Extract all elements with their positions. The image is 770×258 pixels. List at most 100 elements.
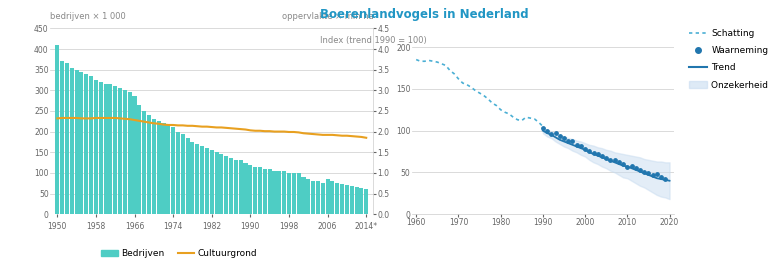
Bar [239, 160, 243, 214]
Bar [234, 160, 238, 214]
Bar [109, 84, 112, 214]
Bar [292, 173, 296, 214]
Bar [258, 167, 262, 214]
Text: oppervlakte × mln ha: oppervlakte × mln ha [282, 12, 373, 21]
Bar [99, 82, 102, 214]
Bar [330, 181, 334, 214]
Bar [137, 105, 142, 214]
Bar [287, 173, 291, 214]
Point [617, 162, 629, 166]
Point [608, 158, 621, 162]
Point [634, 168, 646, 172]
Bar [277, 171, 281, 214]
Text: Boerenlandvogels in Nederland: Boerenlandvogels in Nederland [320, 8, 528, 21]
Bar [196, 144, 199, 214]
Bar [243, 163, 248, 214]
Bar [60, 61, 64, 214]
Point [549, 131, 561, 135]
Bar [311, 181, 315, 214]
Point [566, 139, 578, 143]
Bar [75, 70, 79, 214]
Bar [326, 179, 330, 214]
Point [647, 173, 659, 177]
Bar [84, 74, 89, 214]
Bar [306, 179, 310, 214]
Point [554, 134, 566, 139]
Bar [268, 169, 272, 214]
Point [659, 177, 671, 181]
Point [557, 136, 570, 140]
Point [630, 166, 642, 170]
Bar [354, 187, 359, 214]
Point [537, 126, 549, 130]
Bar [70, 68, 74, 214]
Bar [103, 84, 108, 214]
Bar [186, 138, 189, 214]
Point [655, 175, 668, 180]
Bar [171, 127, 176, 214]
Bar [181, 134, 185, 214]
Point [638, 170, 651, 174]
Bar [176, 132, 180, 214]
Bar [55, 45, 59, 214]
Point [600, 156, 612, 160]
Bar [263, 169, 267, 214]
Point [596, 154, 608, 158]
Bar [152, 119, 156, 214]
Point [571, 143, 583, 147]
Point [541, 128, 553, 133]
Bar [321, 183, 325, 214]
Bar [360, 188, 363, 214]
Bar [282, 171, 286, 214]
Point [642, 171, 654, 175]
Bar [162, 123, 166, 214]
Bar [345, 185, 349, 214]
Bar [350, 186, 353, 214]
Bar [79, 72, 83, 214]
Point [604, 158, 617, 162]
Point [613, 160, 625, 164]
Text: Index (trend 1990 = 100): Index (trend 1990 = 100) [320, 36, 427, 45]
Bar [113, 86, 117, 214]
Bar [190, 142, 195, 214]
Point [583, 149, 595, 153]
Bar [209, 150, 214, 214]
Bar [273, 171, 276, 214]
Point [574, 143, 587, 148]
Point [651, 172, 663, 176]
Bar [147, 115, 151, 214]
Bar [142, 111, 146, 214]
Legend: Schatting, Waarneming, Trend, Onzekerheid trend: Schatting, Waarneming, Trend, Onzekerhei… [688, 29, 770, 90]
Point [545, 132, 557, 136]
Bar [224, 156, 228, 214]
Bar [364, 189, 368, 214]
Text: bedrijven × 1 000: bedrijven × 1 000 [50, 12, 126, 21]
Point [579, 147, 591, 151]
Bar [132, 96, 136, 214]
Bar [128, 92, 132, 214]
Bar [248, 165, 253, 214]
Bar [156, 121, 161, 214]
Bar [340, 184, 344, 214]
Bar [205, 148, 209, 214]
Bar [296, 173, 300, 214]
Bar [166, 125, 170, 214]
Bar [219, 154, 223, 214]
Point [621, 164, 634, 168]
Point [591, 152, 604, 156]
Bar [335, 183, 340, 214]
Point [625, 164, 638, 168]
Bar [229, 158, 233, 214]
Point [562, 139, 574, 143]
Bar [94, 80, 98, 214]
Bar [65, 63, 69, 214]
Bar [253, 167, 257, 214]
Bar [301, 177, 306, 214]
Bar [118, 88, 122, 214]
Legend: Bedrijven, Cultuurgrond: Bedrijven, Cultuurgrond [98, 245, 261, 258]
Bar [89, 76, 93, 214]
Point [588, 151, 600, 155]
Bar [200, 146, 204, 214]
Bar [215, 152, 219, 214]
Bar [122, 90, 127, 214]
